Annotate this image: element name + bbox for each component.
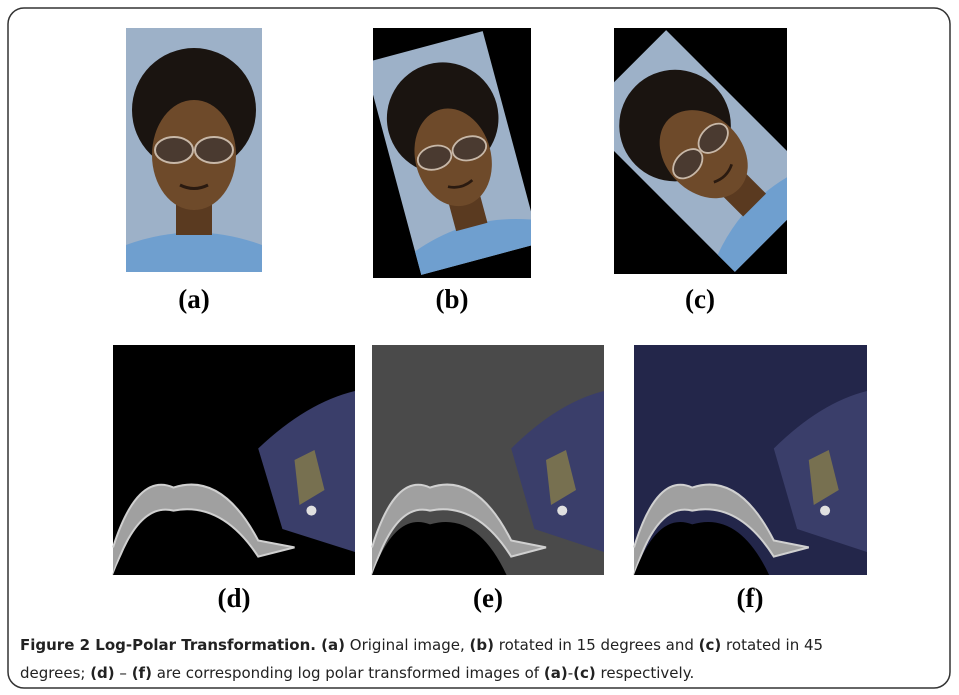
- panel-logpolar: [372, 345, 604, 575]
- panel-label: (c): [685, 284, 715, 314]
- caption-line: Figure 2 Log-Polar Transformation. (a) O…: [20, 636, 823, 654]
- highlight: [306, 506, 316, 516]
- caption-bold: (a): [544, 664, 568, 682]
- photo: [126, 28, 262, 272]
- panel-label: (b): [436, 284, 469, 314]
- panel-logpolar: [634, 345, 867, 575]
- panel-label: (f): [737, 583, 764, 613]
- caption-line: degrees; (d) – (f) are corresponding log…: [20, 664, 694, 682]
- caption-text: rotated in 15 degrees and: [494, 636, 699, 654]
- panel-label: (e): [473, 583, 503, 613]
- caption-bold: (f): [132, 664, 152, 682]
- caption-text: are corresponding log polar transformed …: [152, 664, 544, 682]
- caption-bold: (c): [699, 636, 722, 654]
- caption-text: Original image,: [345, 636, 470, 654]
- panel-photo: [580, 28, 822, 274]
- panel-photo: [364, 28, 539, 278]
- highlight: [557, 506, 567, 516]
- highlight: [820, 506, 830, 516]
- caption-bold: Figure 2 Log-Polar Transformation.: [20, 636, 316, 654]
- caption-text: degrees;: [20, 664, 90, 682]
- caption-bold: (a): [316, 636, 345, 654]
- rotated-photo: [126, 28, 262, 272]
- caption-text: –: [115, 664, 132, 682]
- glasses: [195, 137, 233, 163]
- caption-bold: (c): [573, 664, 596, 682]
- panel-label: (a): [178, 284, 209, 314]
- panel-logpolar: [113, 345, 355, 575]
- figure: (a) (b) (c) (d) (e) (f) Figure 2 Log-Polar Tra…: [0, 0, 959, 695]
- caption-bold: (d): [90, 664, 114, 682]
- panel-photo: [126, 28, 262, 272]
- caption-text: respectively.: [596, 664, 694, 682]
- caption-bold: (b): [470, 636, 494, 654]
- panel-label: (d): [218, 583, 251, 613]
- caption-text: rotated in 45: [721, 636, 823, 654]
- glasses: [155, 137, 193, 163]
